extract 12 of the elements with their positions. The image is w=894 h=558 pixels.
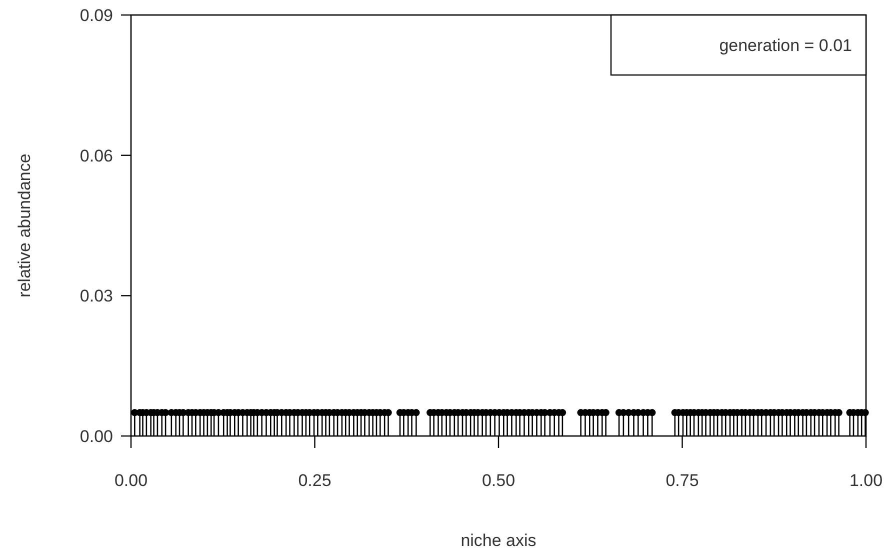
x-tick-label: 0.25 xyxy=(298,471,332,490)
x-tick-label: 0.00 xyxy=(114,471,148,490)
x-tick-label: 0.50 xyxy=(482,471,516,490)
x-tick-label: 0.75 xyxy=(666,471,699,490)
annotation: generation = 0.01 xyxy=(719,36,852,55)
y-tick-label: 0.09 xyxy=(80,6,113,25)
y-axis-title: relative abundance xyxy=(15,154,34,298)
y-tick-label: 0.03 xyxy=(80,286,113,306)
x-axis-title: niche axis xyxy=(460,531,536,550)
x-tick-label: 1.00 xyxy=(849,471,883,490)
y-tick-label: 0.00 xyxy=(80,426,113,446)
y-tick-label: 0.06 xyxy=(80,146,113,166)
